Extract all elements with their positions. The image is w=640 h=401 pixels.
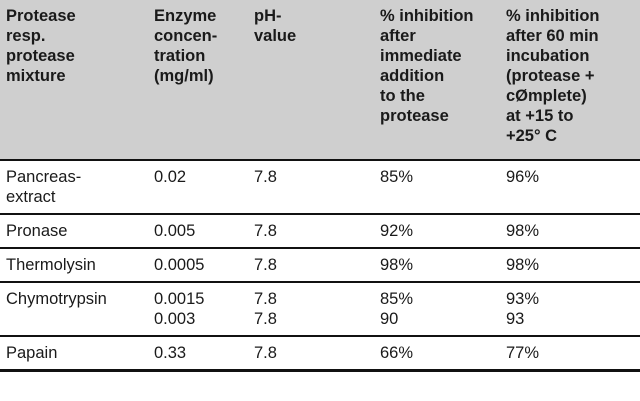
header-row: Protease resp. protease mixture Enzyme c… — [0, 0, 640, 161]
cell-immediate: 92% — [374, 214, 500, 249]
cell-protease: Pancreas- extract — [0, 160, 148, 215]
table-row: Thermolysin 0.0005 7.8 98% 98% — [0, 248, 640, 283]
table-row: Pronase 0.005 7.8 92% 98% — [0, 214, 640, 249]
cell-ph: 7.8 — [248, 214, 374, 249]
cell-incubation: 96% — [500, 160, 640, 215]
cell-protease: Chymotrypsin — [0, 282, 148, 337]
cell-ph: 7.8 — [248, 160, 374, 215]
cell-ph: 7.8 — [248, 336, 374, 372]
header-ph-value: pH- value — [248, 0, 374, 161]
cell-concentration: 0.02 — [148, 160, 248, 215]
cell-protease: Papain — [0, 336, 148, 372]
cell-concentration: 0.005 — [148, 214, 248, 249]
cell-concentration: 0.33 — [148, 336, 248, 372]
cell-incubation: 98% — [500, 214, 640, 249]
cell-immediate: 98% — [374, 248, 500, 283]
header-protease: Protease resp. protease mixture — [0, 0, 148, 161]
header-incubation-inhibition: % inhibition after 60 min incubation (pr… — [500, 0, 640, 161]
cell-immediate: 66% — [374, 336, 500, 372]
header-enzyme-concentration: Enzyme concen- tration (mg/ml) — [148, 0, 248, 161]
table-header: Protease resp. protease mixture Enzyme c… — [0, 0, 640, 161]
protease-inhibition-table: Protease resp. protease mixture Enzyme c… — [0, 0, 640, 372]
table-row: Pancreas- extract 0.02 7.8 85% 96% — [0, 160, 640, 215]
header-immediate-inhibition: % inhibition after immediate addition to… — [374, 0, 500, 161]
table-row: Chymotrypsin 0.0015 0.003 7.8 7.8 85% 90… — [0, 282, 640, 337]
cell-concentration: 0.0005 — [148, 248, 248, 283]
cell-incubation: 98% — [500, 248, 640, 283]
cell-incubation: 77% — [500, 336, 640, 372]
cell-immediate: 85% 90 — [374, 282, 500, 337]
cell-ph: 7.8 — [248, 248, 374, 283]
cell-protease: Thermolysin — [0, 248, 148, 283]
cell-concentration: 0.0015 0.003 — [148, 282, 248, 337]
cell-ph: 7.8 7.8 — [248, 282, 374, 337]
cell-protease: Pronase — [0, 214, 148, 249]
cell-immediate: 85% — [374, 160, 500, 215]
table-row: Papain 0.33 7.8 66% 77% — [0, 336, 640, 372]
cell-incubation: 93% 93 — [500, 282, 640, 337]
table-body: Pancreas- extract 0.02 7.8 85% 96% Prona… — [0, 160, 640, 372]
